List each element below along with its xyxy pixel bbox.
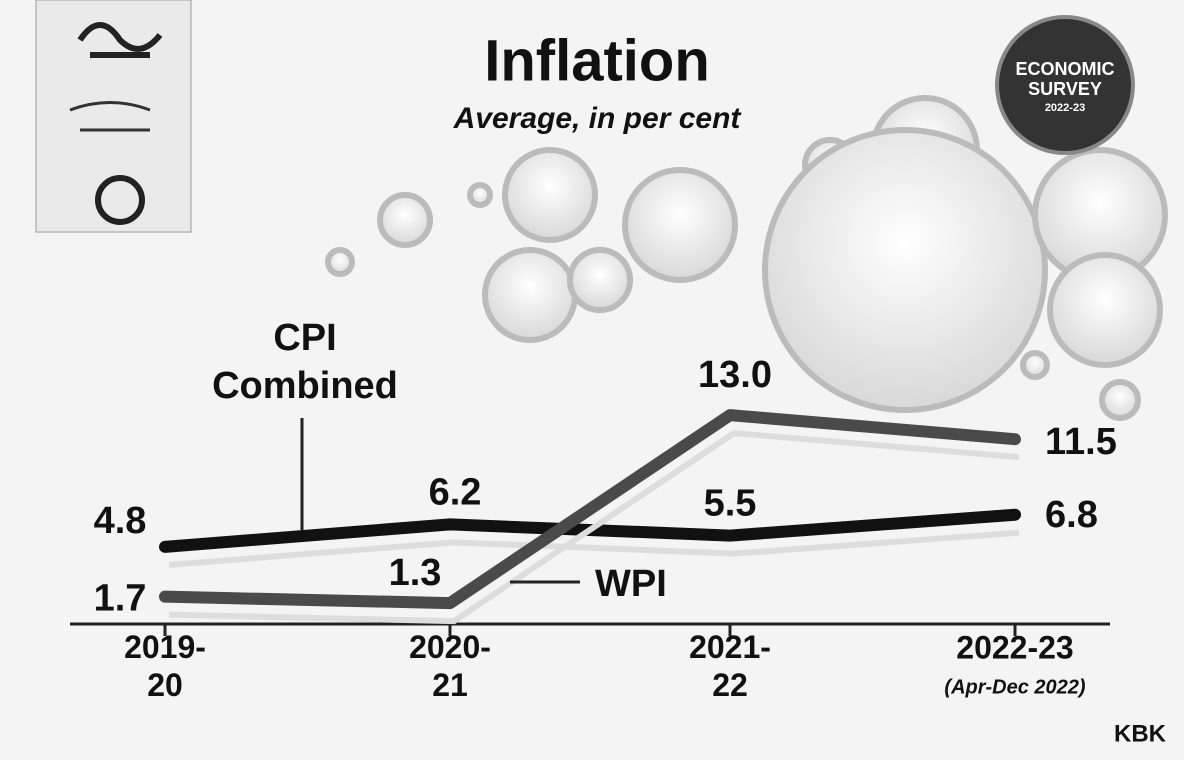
chart-subtitle: Average, in per cent [453, 102, 743, 135]
data-label: 4.8 [94, 500, 147, 542]
chart-title: Inflation [484, 28, 710, 93]
x-tick-label: 2022-23 [956, 629, 1073, 665]
x-tick-label: 2021-22 [689, 629, 771, 703]
data-label: 1.3 [389, 552, 442, 594]
x-tick-label: 2019-20 [124, 629, 206, 703]
data-label: 5.5 [704, 483, 757, 525]
badge-text: ECONOMIC [1016, 59, 1115, 79]
data-label: 1.7 [94, 578, 147, 620]
x-tick-label: 2020-21 [409, 629, 491, 703]
data-label: 11.5 [1045, 421, 1117, 463]
data-label: 6.2 [429, 471, 482, 513]
series-line [159, 409, 1021, 610]
logo [77, 22, 163, 58]
badge-text: 2022-23 [1045, 102, 1085, 114]
series-label: CPI Combined [212, 317, 398, 407]
logo [69, 101, 151, 132]
decoration [325, 95, 1168, 421]
series-label: WPI [595, 563, 667, 605]
line-shadow [168, 529, 1020, 568]
category-note: (Apr-Dec 2022) [944, 676, 1086, 698]
badge-text: SURVEY [1028, 79, 1102, 99]
logo [95, 175, 145, 225]
logo-panel [35, 0, 192, 233]
line-shadow [168, 430, 1020, 625]
credit: KBK [1114, 720, 1167, 747]
badge [995, 15, 1135, 155]
data-label: 6.8 [1045, 494, 1098, 536]
data-label: 13.0 [698, 354, 772, 396]
